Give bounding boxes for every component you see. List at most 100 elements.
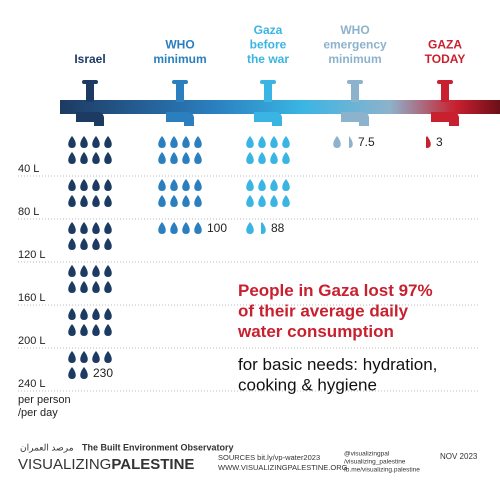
drop [68, 136, 76, 148]
drop [194, 136, 202, 148]
drop [80, 324, 88, 336]
category-label: Israel [74, 52, 105, 66]
drop [80, 265, 88, 277]
drop [68, 179, 76, 191]
y-tick-label: 80 L [18, 206, 39, 218]
drop [92, 222, 100, 234]
tap-handle [172, 80, 188, 84]
drop [182, 195, 190, 207]
drop [246, 195, 254, 207]
drop [270, 152, 278, 164]
drop [104, 195, 112, 207]
drop [104, 222, 112, 234]
tap-stem [441, 82, 449, 102]
drop [92, 195, 100, 207]
drop [68, 265, 76, 277]
y-tick-label: 160 L [18, 292, 46, 304]
drop [92, 136, 100, 148]
drop [261, 222, 266, 234]
tap-spout [166, 112, 194, 126]
value-label: 100 [207, 221, 227, 235]
tap-handle [347, 80, 363, 84]
drop [68, 324, 76, 336]
social: /visualizing_palestine [344, 459, 406, 466]
category-label: WHO minimum [153, 38, 206, 66]
drop-column [158, 136, 202, 234]
subheadline: for basic needs: hydration, cooking & hyg… [238, 355, 437, 394]
tap-handle [260, 80, 276, 84]
drop [158, 195, 166, 207]
drop [92, 265, 100, 277]
drop [80, 179, 88, 191]
drop-column [426, 136, 431, 148]
drop [68, 222, 76, 234]
drop [92, 281, 100, 293]
tap-spout [341, 112, 369, 126]
drop [68, 308, 76, 320]
drop [158, 152, 166, 164]
brand-bold: PALESTINE [111, 456, 194, 473]
drop [246, 152, 254, 164]
drop [68, 152, 76, 164]
drop [104, 308, 112, 320]
drop [104, 238, 112, 250]
drop-column [68, 136, 112, 379]
y-tick-label: 40 L [18, 163, 39, 175]
drop [104, 265, 112, 277]
drop [92, 152, 100, 164]
drop [170, 136, 178, 148]
drop [258, 136, 266, 148]
drop [104, 281, 112, 293]
drop [194, 195, 202, 207]
brand-light: VISUALIZING [18, 456, 111, 473]
drop-column [333, 136, 353, 148]
drop [80, 195, 88, 207]
drop [426, 136, 431, 148]
brand: VISUALIZINGPALESTINE [18, 456, 194, 473]
tap-spout [431, 112, 459, 126]
drop [80, 351, 88, 363]
category-label: GAZA TODAY [425, 38, 466, 66]
chart: 40 L 80 L 120 L 160 L 200 L 240 L Israel 230 WHO… [18, 23, 478, 392]
y-tick-label: 120 L [18, 249, 46, 261]
drop [68, 281, 76, 293]
drop [246, 136, 254, 148]
drop [104, 351, 112, 363]
y-axis-label: per person/per day [18, 394, 71, 419]
drop [68, 195, 76, 207]
drop [282, 152, 290, 164]
drop [246, 222, 254, 234]
drop [170, 195, 178, 207]
drop [349, 136, 353, 148]
tap-spout [254, 112, 282, 126]
drop [170, 222, 178, 234]
drop-column [246, 136, 290, 234]
category-label: WHO emergency minimum [323, 23, 387, 66]
social: fb.me/visualizing.palestine [344, 467, 420, 474]
drop [170, 179, 178, 191]
drop [68, 351, 76, 363]
value-label: 3 [436, 135, 443, 149]
drop [158, 179, 166, 191]
drop [282, 195, 290, 207]
y-tick-label: 240 L [18, 378, 46, 390]
drop [80, 281, 88, 293]
drop [92, 351, 100, 363]
drop [104, 136, 112, 148]
drop [194, 152, 202, 164]
drop [104, 152, 112, 164]
drop [258, 195, 266, 207]
tap-stem [86, 82, 94, 102]
drop [80, 367, 88, 379]
observatory: The Built Environment Observatory [82, 442, 234, 452]
drop [80, 238, 88, 250]
drop [92, 238, 100, 250]
drop [282, 179, 290, 191]
y-tick-label: 200 L [18, 335, 46, 347]
value-label: 88 [271, 221, 285, 235]
drop [182, 152, 190, 164]
drop [182, 179, 190, 191]
drop [68, 238, 76, 250]
